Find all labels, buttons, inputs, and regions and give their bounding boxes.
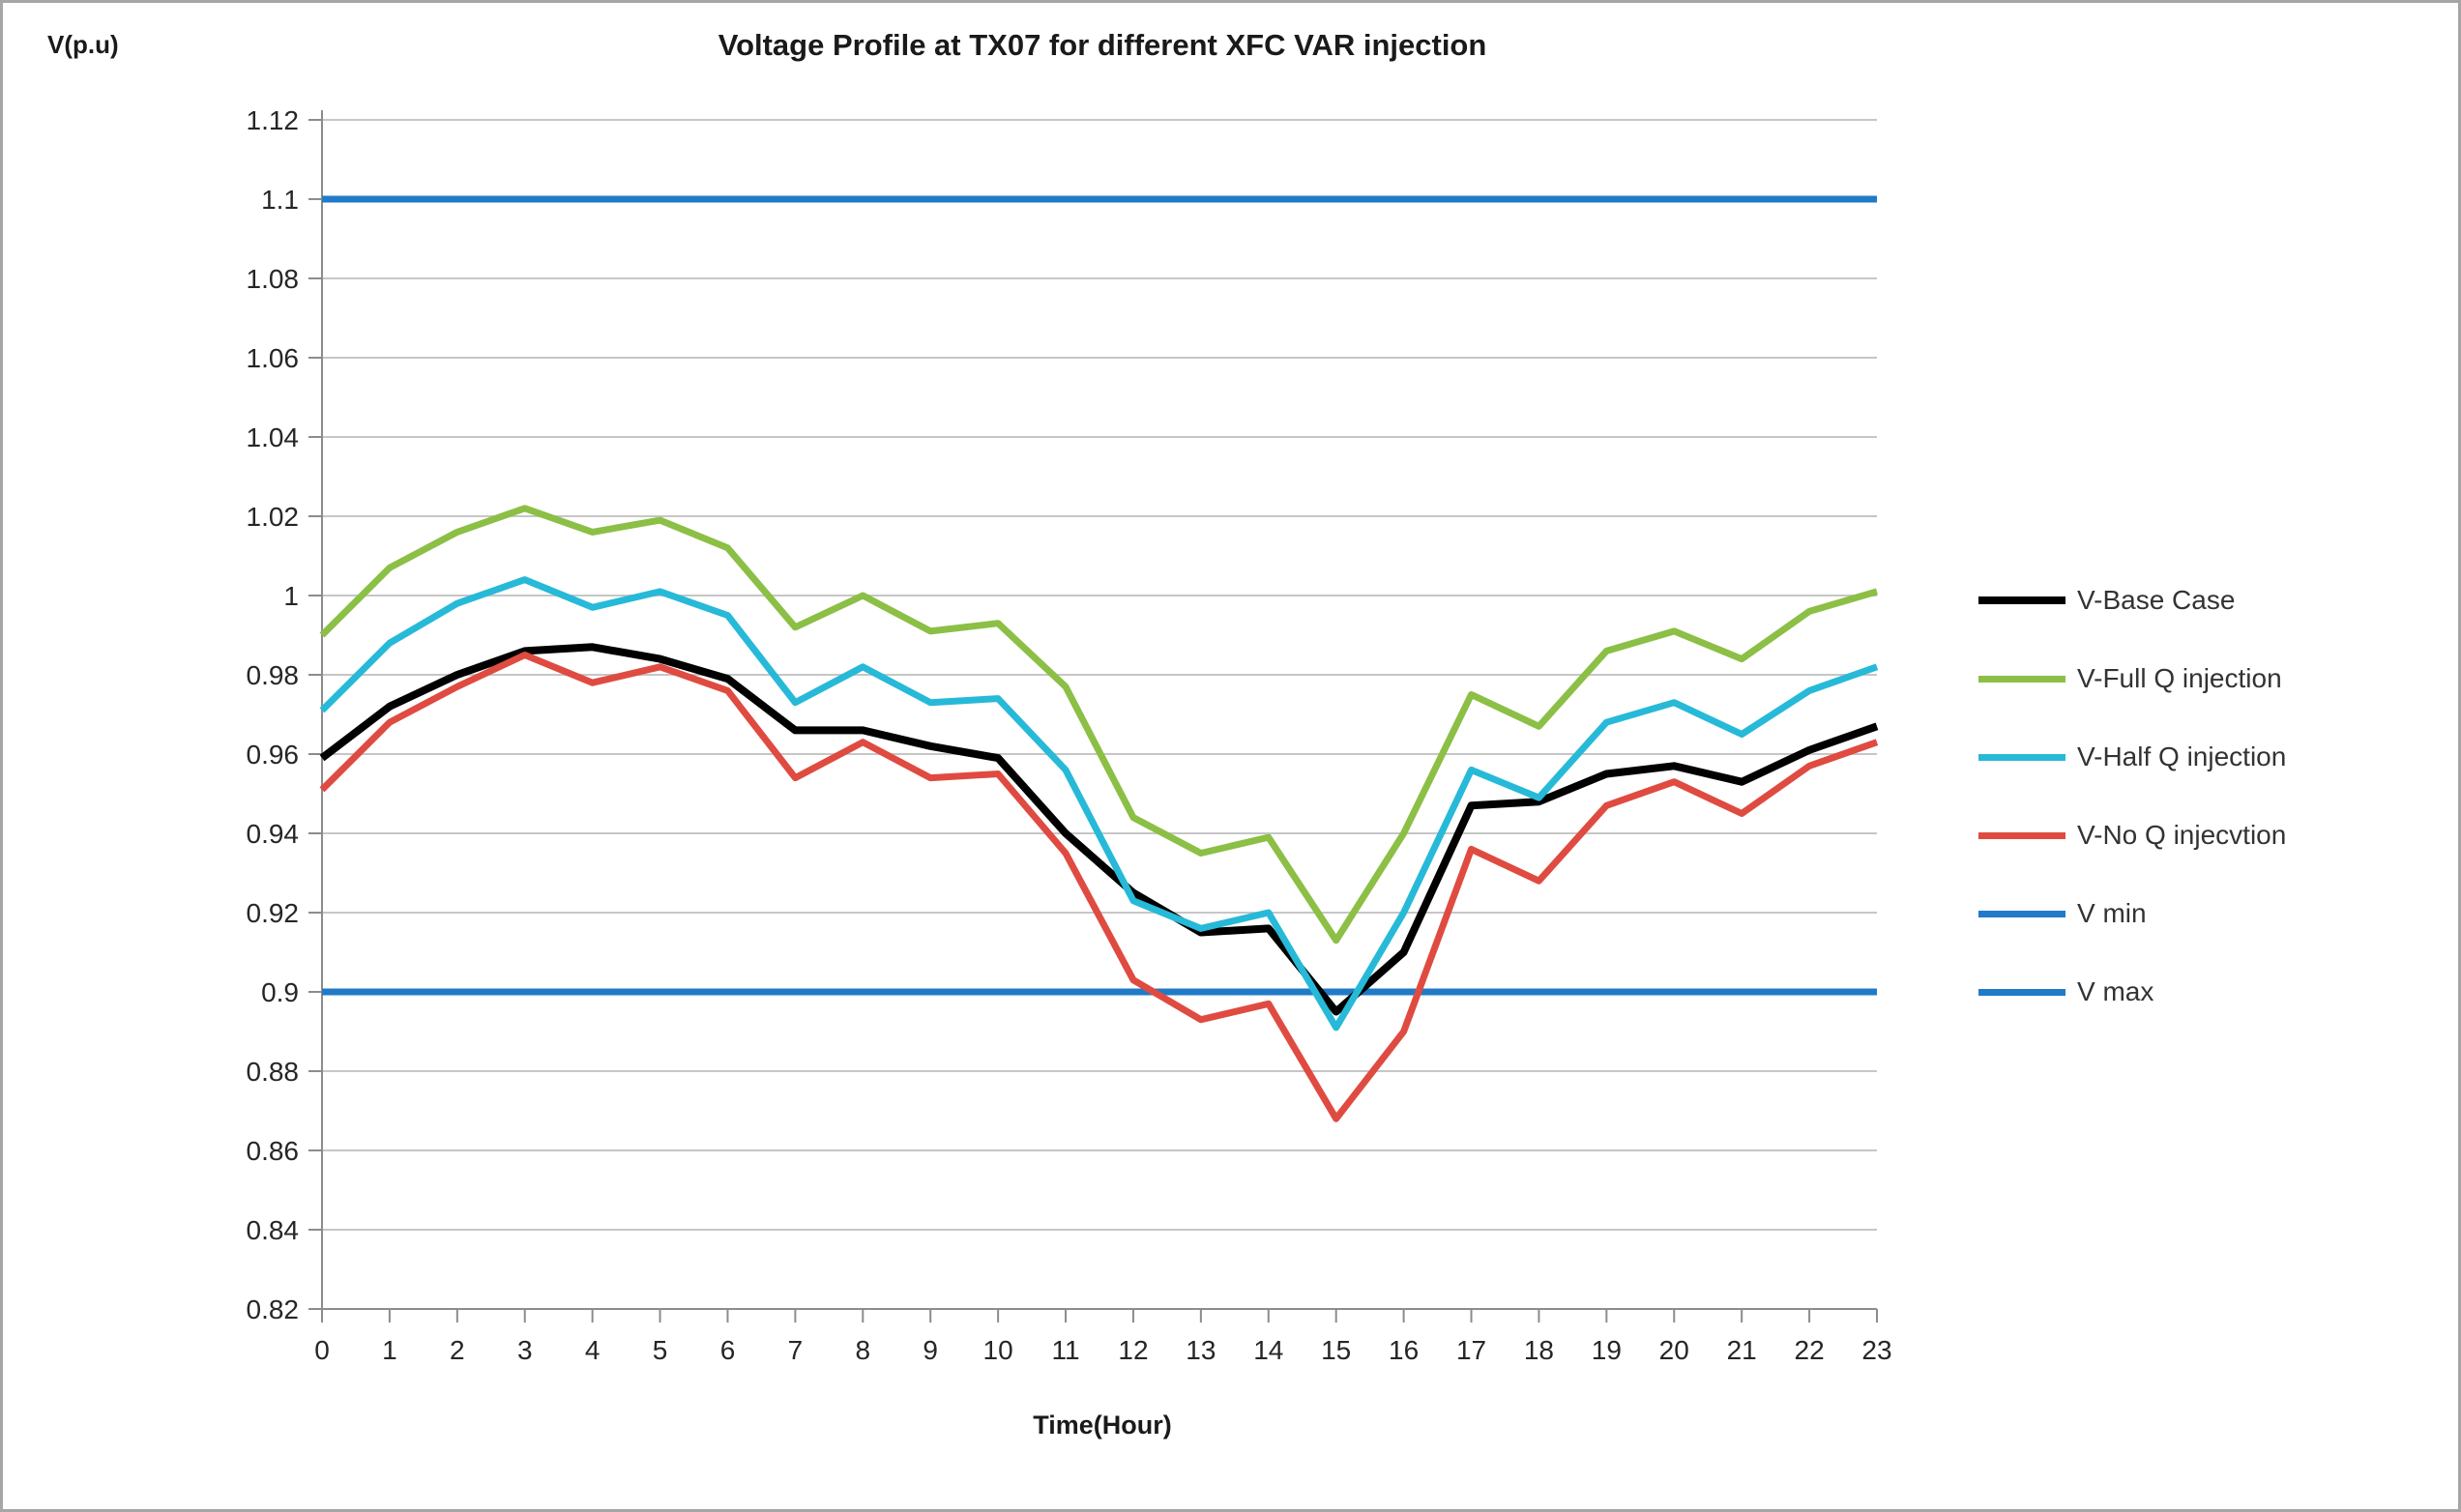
y-tick-label: 0.86 xyxy=(247,1136,300,1166)
legend-item: V-No Q injecvtion xyxy=(1978,819,2286,852)
y-tick-label: 0.92 xyxy=(247,898,300,928)
x-tick-label: 10 xyxy=(983,1335,1013,1365)
series-line-v-base-case xyxy=(319,643,1879,1016)
legend-label: V-Base Case xyxy=(2077,585,2236,615)
x-tick-label: 7 xyxy=(788,1335,804,1365)
legend-swatch xyxy=(1978,910,2065,917)
legend: V-Base Case V-Full Q injection V-Half Q in… xyxy=(1978,584,2286,1054)
x-tick-label: 12 xyxy=(1118,1335,1148,1365)
x-tick-label: 9 xyxy=(923,1335,938,1365)
x-tick-label: 0 xyxy=(314,1335,330,1365)
x-tick-label: 21 xyxy=(1727,1335,1757,1365)
x-tick-label: 15 xyxy=(1321,1335,1351,1365)
y-axis-title: V(p.u) xyxy=(47,30,119,59)
x-tick-label: 18 xyxy=(1524,1335,1554,1365)
legend-item: V-Full Q injection xyxy=(1978,662,2286,695)
x-tick-label: 2 xyxy=(450,1335,465,1365)
legend-item: V min xyxy=(1978,897,2286,930)
chart-title: Voltage Profile at TX07 for different XF… xyxy=(718,28,1487,62)
y-tick-label: 0.98 xyxy=(247,660,300,690)
x-tick-label: 19 xyxy=(1592,1335,1622,1365)
x-tick-label: 13 xyxy=(1186,1335,1216,1365)
legend-item: V-Base Case xyxy=(1978,584,2286,617)
chart-plot-area: 0.82 0.84 0.86 0.88 0.9 0.92 0.94 0.96 0.98 1 1.02… xyxy=(247,105,1892,1365)
series-line-v-full-q-injection xyxy=(319,505,1878,945)
y-tick-label: 1.1 xyxy=(261,185,299,215)
x-tick-label: 4 xyxy=(585,1335,601,1365)
y-tick-label: 0.84 xyxy=(247,1215,300,1245)
x-tick-label: 5 xyxy=(653,1335,668,1365)
legend-swatch xyxy=(1978,675,2065,683)
y-tick-label: 0.96 xyxy=(247,740,300,770)
y-tick-label: 1.04 xyxy=(247,422,300,452)
legend-swatch xyxy=(1978,988,2065,996)
x-tick-label: 16 xyxy=(1389,1335,1419,1365)
x-axis-title: Time(Hour) xyxy=(1033,1410,1172,1439)
y-tick-label: 0.82 xyxy=(247,1294,300,1324)
series-line-v-no-q-injecvtion xyxy=(319,652,1879,1122)
legend-swatch xyxy=(1978,831,2065,839)
x-tick-label: 3 xyxy=(517,1335,533,1365)
legend-item: V max xyxy=(1978,975,2286,1008)
x-tick-label: 17 xyxy=(1456,1335,1486,1365)
y-tick-label: 0.9 xyxy=(261,977,299,1007)
x-tick-label: 11 xyxy=(1052,1335,1080,1365)
legend-swatch xyxy=(1978,596,2065,604)
x-tick-label: 20 xyxy=(1659,1335,1689,1365)
series-line-v-half-q-injection xyxy=(319,576,1879,1032)
x-tick-label: 23 xyxy=(1861,1335,1891,1365)
x-tick-label: 8 xyxy=(856,1335,871,1365)
legend-label: V-No Q injecvtion xyxy=(2077,820,2287,850)
legend-label: V min xyxy=(2077,898,2147,928)
legend-label: V-Full Q injection xyxy=(2077,663,2282,693)
y-tick-label: 1.06 xyxy=(247,343,300,373)
legend-item: V-Half Q injection xyxy=(1978,741,2286,773)
legend-label: V-Half Q injection xyxy=(2077,741,2287,771)
x-tick-label: 14 xyxy=(1253,1335,1283,1365)
x-tick-label: 22 xyxy=(1795,1335,1825,1365)
x-tick-label: 1 xyxy=(382,1335,397,1365)
x-tick-label: 6 xyxy=(720,1335,736,1365)
y-tick-label: 1.12 xyxy=(247,105,300,135)
y-tick-label: 0.88 xyxy=(247,1057,300,1087)
y-tick-label: 1.02 xyxy=(247,502,300,532)
legend-label: V max xyxy=(2077,976,2154,1006)
y-tick-label: 1.08 xyxy=(247,264,300,294)
y-tick-label: 0.94 xyxy=(247,819,300,849)
legend-swatch xyxy=(1978,753,2065,761)
y-tick-label: 1 xyxy=(283,581,299,611)
